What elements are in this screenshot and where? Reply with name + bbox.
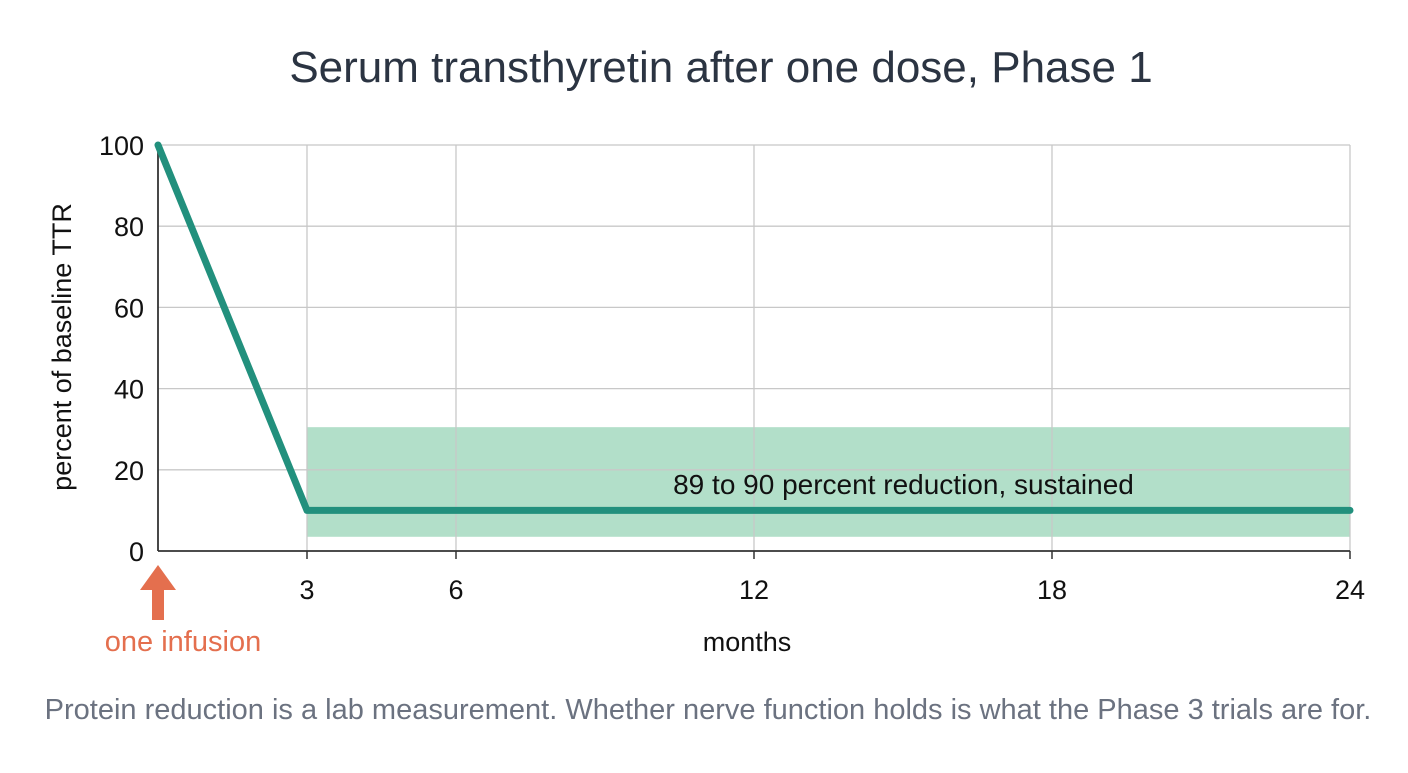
reduction-band (307, 427, 1350, 537)
x-tick-label: 6 (448, 575, 463, 605)
grid-layer (158, 144, 1351, 551)
y-tick-label: 60 (114, 293, 144, 323)
infusion-arrow-head (140, 565, 176, 590)
infusion-marker: one infusion (105, 565, 261, 658)
chart-caption: Protein reduction is a lab measurement. … (45, 694, 1372, 726)
series-layer (154, 141, 1354, 514)
x-tick-label: 18 (1037, 575, 1067, 605)
y-axis-label: percent of baseline TTR (47, 203, 77, 491)
band-label: 89 to 90 percent reduction, sustained (673, 469, 1134, 500)
series-point (155, 142, 161, 148)
x-tick-label: 12 (739, 575, 769, 605)
label-layer: 0 20 40 60 80 100 3 6 12 18 24 89 to 90 percent red… (99, 131, 1365, 605)
chart-title: Serum transthyretin after one dose, Phas… (289, 43, 1152, 92)
infusion-marker-label: one infusion (105, 626, 261, 658)
y-tick-label: 100 (99, 131, 144, 161)
axis-layer (157, 145, 1351, 559)
y-tick-label: 80 (114, 212, 144, 242)
x-tick-label: 24 (1335, 575, 1365, 605)
x-axis-label: months (703, 627, 792, 657)
x-tick-label: 3 (299, 575, 314, 605)
y-tick-label: 0 (129, 537, 144, 567)
series-point (1347, 507, 1353, 514)
series-point (304, 507, 310, 514)
infusion-arrow-shaft (152, 588, 164, 620)
y-tick-label: 20 (114, 456, 144, 486)
band-layer (307, 427, 1350, 537)
y-tick-label: 40 (114, 375, 144, 405)
